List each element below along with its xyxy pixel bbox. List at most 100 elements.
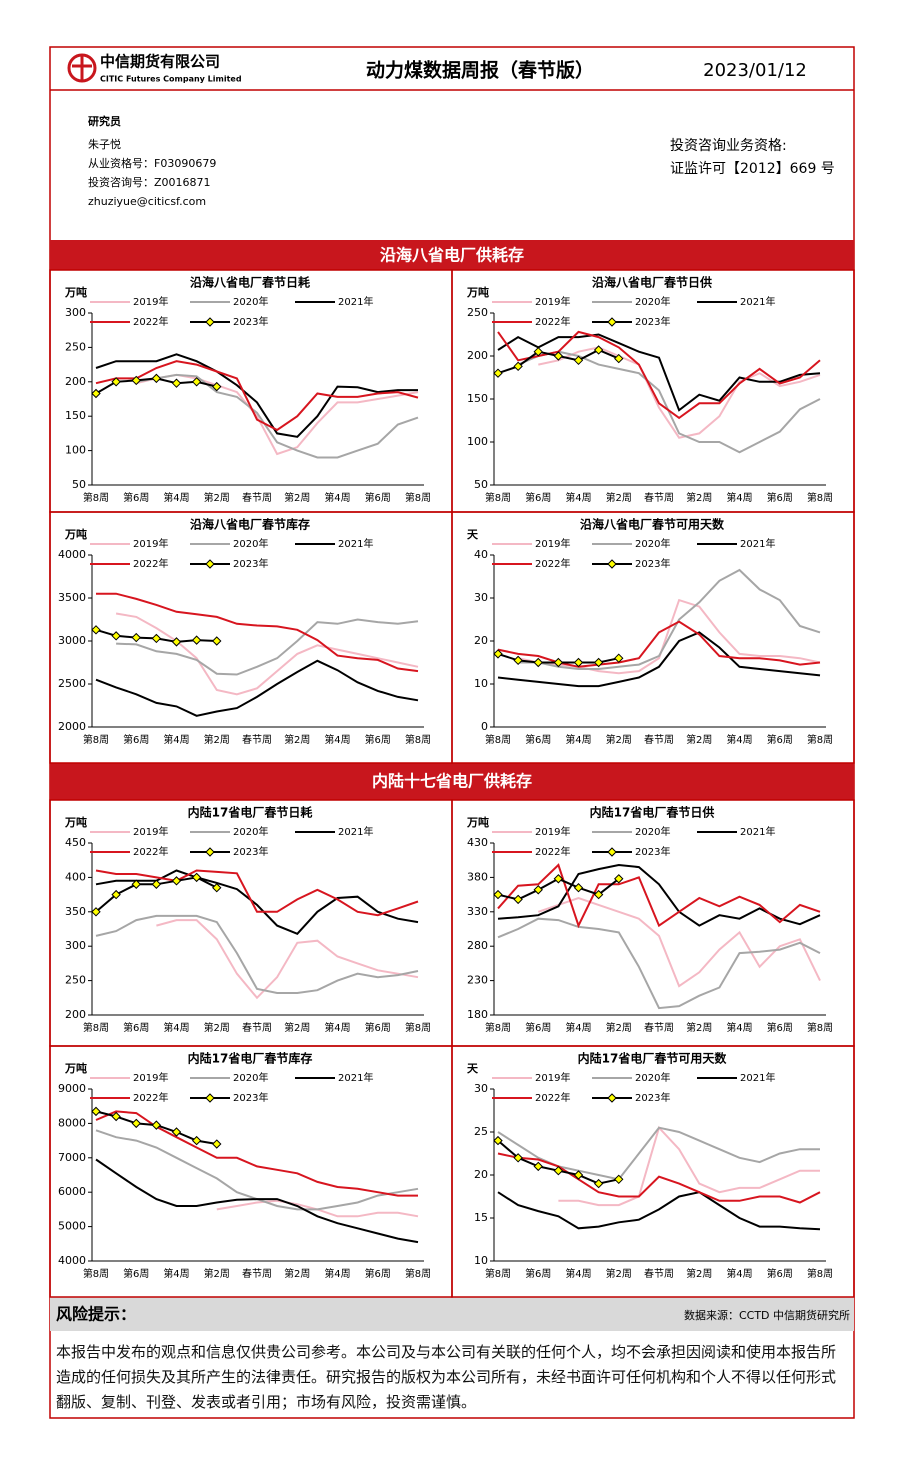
x-tick-label: 第8周 <box>485 733 511 746</box>
marker <box>111 377 121 387</box>
legend-label: 2022年 <box>133 1091 168 1104</box>
legend-label: 2022年 <box>535 845 570 858</box>
x-tick-label: 第8周 <box>83 1267 109 1280</box>
x-tick-label: 春节周 <box>242 492 272 504</box>
legend-label: 2022年 <box>535 557 570 570</box>
section-title: 沿海八省电厂供耗存 <box>380 246 524 265</box>
marker <box>593 1178 604 1189</box>
x-tick-label: 第4周 <box>726 1021 752 1034</box>
marker <box>513 1153 523 1163</box>
legend-label: 2021年 <box>740 295 775 308</box>
x-tick-label: 第4周 <box>163 733 189 746</box>
x-tick-label: 第6周 <box>767 733 793 746</box>
marker <box>533 657 543 668</box>
legend-label: 2022年 <box>133 315 168 328</box>
legend-label: 2021年 <box>740 537 775 550</box>
section-bar <box>50 240 854 270</box>
marker <box>533 885 543 895</box>
marker <box>493 889 503 900</box>
y-tick-label: 100 <box>467 435 488 448</box>
marker <box>151 1120 162 1130</box>
series-line <box>497 917 821 1010</box>
legend-label: 2019年 <box>133 537 168 550</box>
marker <box>191 872 202 883</box>
unit-label: 万吨 <box>64 815 87 829</box>
series-line <box>518 568 821 670</box>
legend-label: 2020年 <box>233 1071 268 1084</box>
y-tick-label: 8000 <box>58 1116 86 1129</box>
x-tick-label: 第8周 <box>405 1021 431 1034</box>
y-tick-label: 7000 <box>58 1151 86 1164</box>
y-tick-label: 250 <box>65 340 86 353</box>
x-tick-label: 第2周 <box>606 1267 632 1280</box>
marker <box>614 1174 624 1185</box>
y-tick-label: 2000 <box>58 720 86 733</box>
y-tick-label: 50 <box>72 478 86 491</box>
legend-label: 2019年 <box>535 537 570 550</box>
marker <box>614 653 624 663</box>
marker <box>573 355 584 366</box>
y-tick-label: 450 <box>65 836 86 849</box>
marker <box>111 631 121 641</box>
y-tick-label: 180 <box>467 1008 488 1021</box>
legend-label: 2023年 <box>233 557 268 570</box>
unit-label: 天 <box>467 528 479 541</box>
legend-marker <box>607 1093 617 1103</box>
x-tick-label: 第2周 <box>204 733 230 746</box>
logo <box>67 53 97 83</box>
y-tick-label: 430 <box>467 836 488 849</box>
x-tick-label: 第8周 <box>405 733 431 746</box>
y-tick-label: 150 <box>65 409 86 422</box>
section-bar <box>50 763 854 800</box>
y-tick-label: 200 <box>65 375 86 388</box>
y-tick-label: 200 <box>467 349 488 362</box>
legend-marker <box>205 1093 215 1103</box>
series-line <box>95 1158 419 1244</box>
section-title: 内陆十七省电厂供耗存 <box>372 772 532 791</box>
x-tick-label: 第4周 <box>726 1267 752 1280</box>
marker <box>111 1111 121 1122</box>
marker <box>151 373 162 384</box>
marker <box>593 345 604 355</box>
y-tick-label: 150 <box>467 392 488 405</box>
marker <box>171 1127 182 1137</box>
x-tick-label: 第6周 <box>365 733 391 746</box>
x-tick-label: 春节周 <box>242 1268 272 1280</box>
x-tick-label: 第8周 <box>83 733 109 746</box>
y-tick-label: 380 <box>467 870 488 883</box>
series-line <box>537 896 821 988</box>
y-tick-label: 9000 <box>58 1082 86 1095</box>
series-line <box>497 863 821 929</box>
series-line <box>558 1125 820 1207</box>
x-tick-label: 春节周 <box>242 734 272 746</box>
legend-label: 2020年 <box>635 295 670 308</box>
marker <box>614 874 624 884</box>
y-tick-label: 280 <box>467 939 488 952</box>
legend-label: 2019年 <box>535 1071 570 1084</box>
marker <box>171 637 182 647</box>
unit-label: 万吨 <box>466 285 489 299</box>
series-line <box>95 353 418 438</box>
x-tick-label: 春节周 <box>644 1268 674 1280</box>
unit-label: 天 <box>467 1062 479 1075</box>
unit-label: 万吨 <box>64 527 87 541</box>
x-tick-label: 第6周 <box>123 1021 149 1034</box>
series-line <box>95 1110 418 1197</box>
marker <box>212 1139 222 1149</box>
x-tick-label: 第4周 <box>163 491 189 504</box>
legend-label: 2019年 <box>133 1071 168 1084</box>
x-tick-label: 第6周 <box>365 491 391 504</box>
marker <box>513 361 523 372</box>
marker <box>513 894 523 905</box>
x-tick-label: 第2周 <box>686 491 712 504</box>
y-tick-label: 100 <box>65 444 86 457</box>
legend-marker <box>205 317 215 327</box>
legend-label: 2022年 <box>535 315 570 328</box>
marker <box>91 1106 101 1117</box>
x-tick-label: 第4周 <box>565 733 591 746</box>
qualification: 投资咨询业务资格: <box>670 138 787 154</box>
legend-label: 2020年 <box>635 1071 670 1084</box>
series-line <box>517 598 821 675</box>
series-line <box>95 360 419 432</box>
